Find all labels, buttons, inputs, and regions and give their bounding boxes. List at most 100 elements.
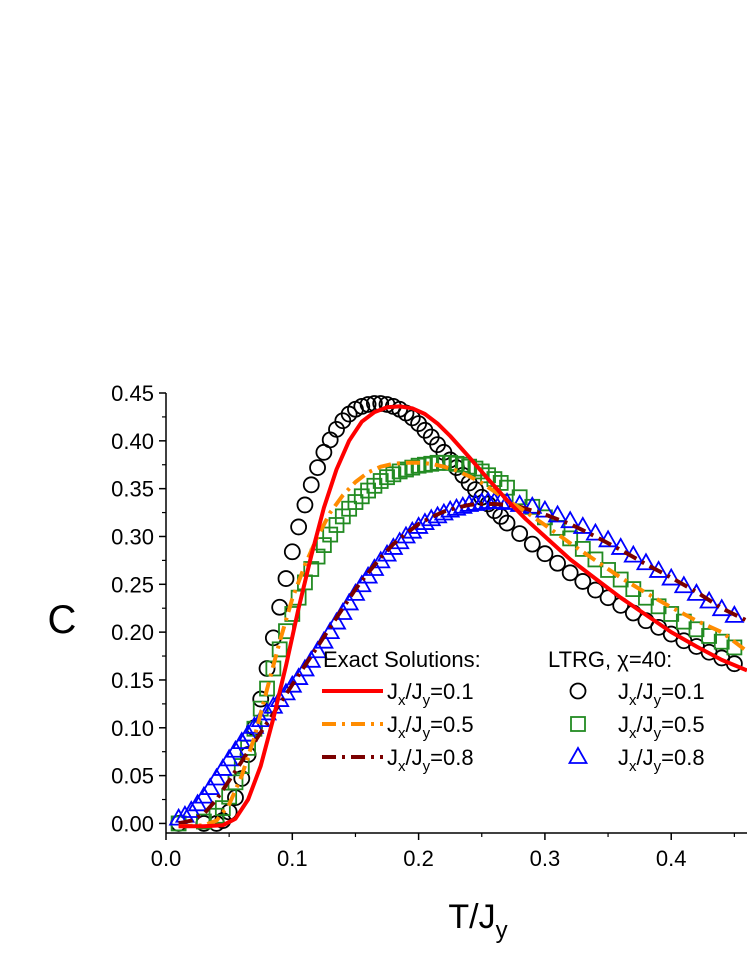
- circle-marker: [353, 397, 371, 415]
- circle-marker: [290, 518, 308, 536]
- legend-exact-label: Jx/Jy=0.1: [387, 679, 474, 709]
- legend-ltrg-label: Jx/Jy=0.1: [618, 679, 705, 709]
- y-tick-label: 0.35: [111, 477, 154, 502]
- x-axis-title-subscript: y: [496, 917, 508, 944]
- line-series-jx-jy-0-8: [178, 502, 747, 826]
- legend-exact-label: Jx/Jy=0.8: [387, 745, 474, 775]
- y-tick-label: 0.40: [111, 429, 154, 454]
- axis-ticks: 0.00 0.05 0.10 0.15 0.20 0.25 0.30 0.35 0.40 0.45…: [111, 381, 735, 871]
- triangle-marker: [496, 492, 518, 510]
- legend-label-part: J: [387, 679, 398, 704]
- y-tick-label: 0.25: [111, 572, 154, 597]
- circle-marker: [302, 476, 320, 494]
- legend-label-part: x: [398, 758, 406, 775]
- y-axis-title: C: [48, 598, 77, 642]
- square-marker: [713, 633, 730, 650]
- legend-label-part: =0.1: [661, 679, 704, 704]
- legend-label-part: =0.8: [661, 745, 704, 770]
- y-tick-label: 0.05: [111, 764, 154, 789]
- y-tick-label: 0.45: [111, 381, 154, 406]
- x-tick-label: 0.2: [403, 846, 434, 871]
- legend-label-part: x: [629, 692, 637, 709]
- axes: [165, 393, 747, 834]
- circle-marker: [277, 570, 295, 587]
- series-layer: [168, 395, 747, 832]
- y-tick-label: 0.10: [111, 716, 154, 741]
- legend-label-part: J: [618, 679, 629, 704]
- axis-labels: C T/Jy: [48, 598, 508, 944]
- triangle-marker: [294, 658, 315, 677]
- circle-marker: [296, 496, 314, 514]
- legend: Exact Solutions: LTRG, χ=40: Jx/Jy=0.1Jx…: [322, 647, 705, 775]
- legend-ltrg-label: Jx/Jy=0.5: [618, 712, 705, 742]
- legend-label-part: /J: [406, 679, 423, 704]
- circle-marker: [511, 525, 529, 543]
- legend-label-part: x: [629, 725, 637, 742]
- triangle-marker: [699, 590, 720, 609]
- legend-marker-swatch: [569, 682, 587, 700]
- circle-marker: [662, 625, 680, 643]
- legend-label-part: =0.1: [430, 679, 473, 704]
- x-tick-label: 0.1: [277, 846, 308, 871]
- triangle-marker: [686, 583, 707, 601]
- circle-marker: [328, 420, 345, 438]
- line-series-jx-jy-0-1: [178, 404, 747, 829]
- legend-label-part: /J: [637, 745, 654, 770]
- triangle-marker: [522, 496, 543, 514]
- legend-ltrg-label: Jx/Jy=0.8: [618, 745, 705, 775]
- x-tick-label: 0.4: [656, 846, 687, 871]
- legend-ltrg-title: LTRG, χ=40:: [548, 647, 672, 672]
- circle-marker: [549, 554, 566, 572]
- y-tick-label: 0.20: [111, 620, 154, 645]
- triangle-marker: [547, 504, 568, 523]
- triangle-marker: [471, 492, 492, 510]
- legend-label-part: J: [618, 745, 629, 770]
- triangle-marker: [585, 522, 606, 541]
- legend-label-part: x: [398, 692, 406, 709]
- y-tick-label: 0.15: [111, 668, 154, 693]
- legend-label-part: /J: [406, 712, 423, 737]
- triangle-marker: [320, 621, 341, 640]
- triangle-marker: [465, 493, 486, 511]
- triangle-marker: [610, 537, 631, 555]
- x-axis-title-main: T/J: [448, 898, 495, 936]
- x-axis-title: T/Jy: [448, 898, 507, 944]
- circle-marker: [523, 535, 541, 553]
- square-marker: [511, 489, 528, 506]
- square-marker: [701, 628, 718, 644]
- triangle-marker: [288, 667, 309, 685]
- circle-marker: [309, 459, 326, 477]
- circle-marker: [561, 564, 579, 582]
- triangle-marker: [193, 785, 214, 804]
- legend-marker-swatch: [570, 716, 586, 732]
- circle-marker: [498, 514, 516, 532]
- legend-label-part: y: [654, 758, 662, 775]
- legend-label-part: y: [654, 692, 662, 709]
- triangle-marker: [206, 767, 227, 786]
- legend-label-part: =0.5: [661, 712, 704, 737]
- legend-label-part: x: [629, 758, 637, 775]
- circle-marker: [574, 573, 592, 590]
- legend-label-part: y: [423, 725, 431, 742]
- legend-exact-title: Exact Solutions:: [323, 647, 481, 672]
- legend-label-part: /J: [637, 679, 654, 704]
- x-tick-label: 0.3: [530, 846, 561, 871]
- triangle-marker: [219, 748, 240, 767]
- square-marker: [600, 562, 616, 578]
- y-tick-label: 0.00: [111, 811, 154, 836]
- legend-label-part: J: [618, 712, 629, 737]
- triangle-marker: [200, 777, 221, 795]
- triangle-marker: [326, 611, 347, 630]
- legend-label-part: y: [423, 692, 431, 709]
- triangle-marker: [225, 739, 246, 758]
- square-marker: [587, 551, 604, 568]
- triangle-marker: [534, 499, 555, 518]
- x-tick-label: 0.0: [151, 846, 182, 871]
- square-marker: [638, 589, 654, 606]
- triangle-marker: [351, 574, 372, 593]
- circle-marker: [359, 396, 377, 413]
- circle-marker: [587, 581, 604, 599]
- triangle-marker: [572, 516, 593, 534]
- triangle-marker: [673, 575, 694, 594]
